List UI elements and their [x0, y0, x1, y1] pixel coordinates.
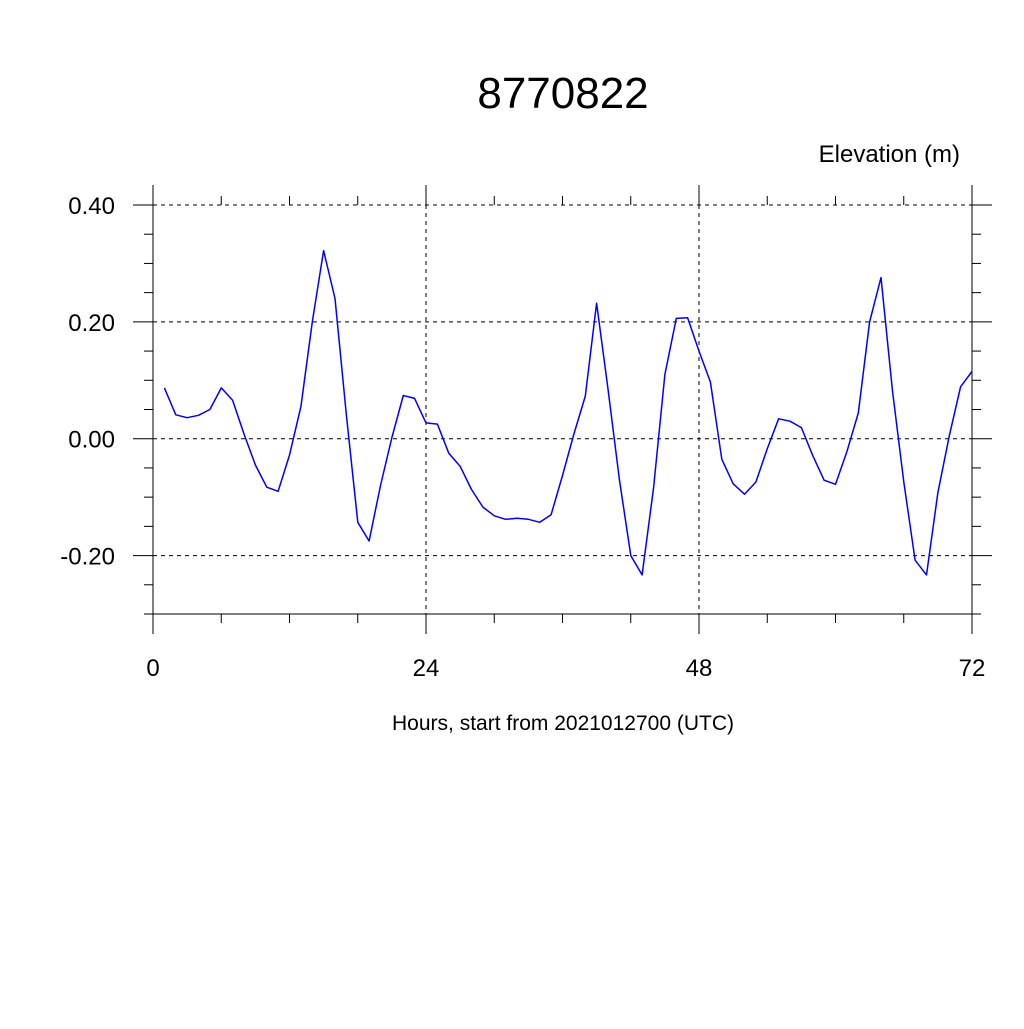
x-tick-label: 48: [686, 655, 713, 682]
x-tick-label: 24: [413, 655, 440, 682]
series-layer: [163, 249, 973, 576]
y-axis-units-label: Elevation (m): [819, 141, 960, 168]
grid-lines: [153, 204, 972, 614]
tick-labels: 0 24 48 72 0.40 0.20 0.00 -0.20: [60, 193, 985, 682]
x-tick-label: 72: [959, 655, 986, 682]
plot-frame: [152, 205, 973, 615]
y-tick-label: -0.20: [60, 544, 115, 571]
chart-title: 8770822: [477, 69, 648, 118]
x-tick-label: 0: [146, 655, 159, 682]
y-tick-label: 0.20: [68, 310, 115, 337]
axis-ticks: [133, 185, 992, 634]
x-axis-label: Hours, start from 2021012700 (UTC): [392, 712, 734, 735]
y-tick-label: 0.00: [68, 427, 115, 454]
series-line: [163, 249, 973, 576]
y-tick-label: 0.40: [68, 193, 115, 220]
